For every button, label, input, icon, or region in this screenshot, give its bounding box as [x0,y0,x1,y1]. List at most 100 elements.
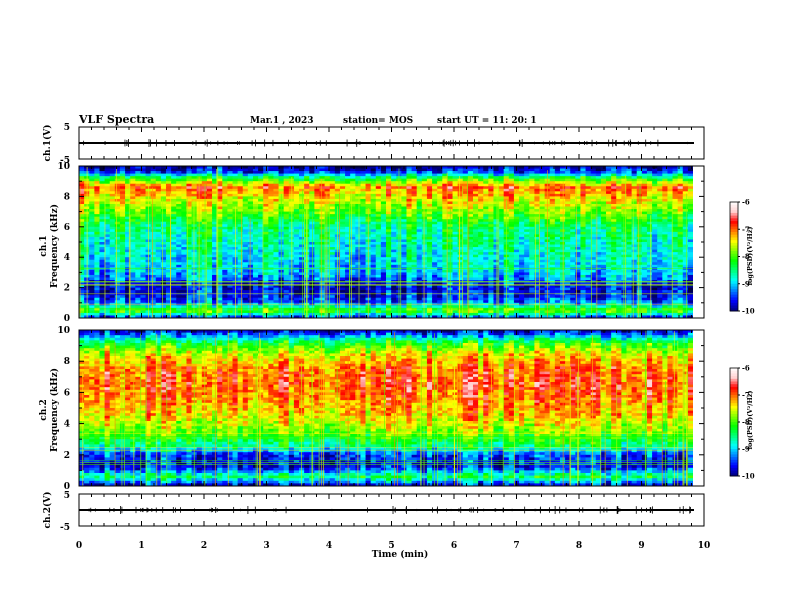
ch1-spectrogram-cell [549,173,556,177]
ch1-spectrogram-cell [539,262,546,266]
ch1-spectrogram-cell [621,236,628,241]
ch1-spectrogram-cell [386,247,392,251]
ch1-spectrogram-cell [519,168,525,172]
ch1-spectrogram-cell [125,191,131,195]
ch1-spectrogram-cell [452,214,459,218]
ch1-spectrogram-cell [191,262,198,266]
ch1-spectrogram-cell [498,257,505,261]
ch1-spectrogram-cell [304,191,310,195]
ch1-spectrogram-cell [411,229,418,233]
ch1-spectrogram-cell [611,247,617,251]
ch1-spectrogram-cell [549,176,556,180]
ch1-spectrogram-cell [212,196,218,200]
ch1-spectrogram-cell [508,259,515,263]
ch1-spectrogram-cell [104,181,111,185]
ch1-spectrogram-cell [493,209,500,213]
ch1-spectrogram-cell [319,264,326,268]
ch1-spectrogram-cell [319,209,326,213]
ch1-spectrogram-cell [554,178,561,182]
ch1-spectrogram-cell [140,178,147,182]
ch1-spectrogram-cell [462,234,469,238]
ch1-spectrogram-cell [539,229,546,233]
ch1-spectrogram-cell [585,231,592,235]
ch1-spectrogram-cell [130,252,136,256]
ch1-spectrogram-cell [462,264,469,268]
ch1-spectrogram-cell [222,188,228,192]
ch1-spectrogram-cell [299,262,305,266]
ch1-spectrogram-cell [529,188,535,192]
ch1-spectrogram-cell [672,262,679,266]
ch1-spectrogram-cell [524,262,530,266]
ch1-spectrogram-cell [585,224,592,228]
ch1-spectrogram-cell [631,211,638,215]
ch1-spectrogram-cell [237,211,244,215]
ch1-spectrogram-cell [94,201,101,205]
ch1-spectrogram-cell [401,244,408,248]
ch1-spectrogram-cell [119,234,126,238]
ch1-spectrogram-cell [636,249,643,253]
ch1-spectrogram-cell [130,168,136,172]
ch1-spectrogram-cell [626,168,633,172]
ch1-spectrogram-cell [513,216,520,220]
ch1-spectrogram-cell [590,178,597,182]
ch1-spectrogram-cell [217,171,223,175]
ch1-spectrogram-cell [554,244,561,248]
ch1-spectrogram-cell [391,259,397,263]
ch1-spectrogram-cell [176,252,182,256]
ch1-spectrogram-cell [631,229,638,233]
ch1-spectrogram-cell [498,191,505,195]
ch1-spectrogram-cell [130,176,136,180]
ch1-spectrogram-cell [616,191,622,195]
ch1-spectrogram-cell [611,239,617,243]
ch1-spectrogram-cell [667,259,674,263]
ch1-spectrogram-cell [130,206,136,210]
ch1-spectrogram-cell [462,201,469,205]
ch1-spectrogram-cell [478,214,484,218]
ch1-spectrogram-cell [657,257,663,261]
ch1-spectrogram-cell [677,186,684,190]
ch1-spectrogram-cell [391,214,397,218]
ch1-spectrogram-cell [529,259,535,263]
ch1-spectrogram-cell [165,198,172,203]
ch1-spectrogram-cell [258,193,264,197]
ch1-spectrogram-cell [89,211,95,215]
ch1-spectrogram-cell [503,176,510,180]
ch1-spectrogram-cell [273,244,280,248]
ch1-spectrogram-cell [621,183,628,187]
ch1-spectrogram-cell [125,204,131,208]
ch1-spectrogram-cell [94,186,101,190]
ch1-spectrogram-cell [196,176,203,180]
ch1-spectrogram-cell [488,234,495,238]
ch1-spectrogram-cell [370,221,377,225]
ch1-spectrogram-cell [345,209,351,213]
ch1-spectrogram-cell [493,244,500,248]
ch1-spectrogram-cell [631,249,638,253]
ch1-spectrogram-cell [483,214,489,218]
ch1-spectrogram-cell [575,181,582,185]
ch1-spectrogram-cell [652,176,658,180]
ch1-spectrogram-cell [268,188,275,192]
ch1-spectrogram-cell [600,264,607,268]
ch1-spectrogram-cell [421,224,428,228]
ch1-spectrogram-cell [662,236,669,241]
ch1-spectrogram-cell [273,254,280,258]
ch1-spectrogram-cell [252,226,259,230]
ch1-spectrogram-cell [155,229,162,233]
ch1-spectrogram-cell [554,204,561,208]
ch1-spectrogram-cell [467,173,474,177]
ch1-spectrogram-cell [606,229,612,233]
ch1-spectrogram-cell [206,264,213,268]
ch1-spectrogram-cell [160,234,167,238]
ch1-spectrogram-cell [206,173,213,177]
ch1-spectrogram-cell [529,236,535,241]
ch1-spectrogram-cell [176,264,182,268]
ch1-spectrogram-cell [242,166,249,170]
ch1-spectrogram-cell [319,229,326,233]
ch1-spectrogram-cell [125,181,131,185]
ch1-spectrogram-cell [401,201,408,205]
ch1-spectrogram-cell [293,183,300,187]
ch1-spectrogram-cell [375,176,382,180]
ch1-spectrogram-cell [375,216,382,220]
ch1-spectrogram-cell [616,247,622,251]
ch1-spectrogram-cell [462,249,469,253]
